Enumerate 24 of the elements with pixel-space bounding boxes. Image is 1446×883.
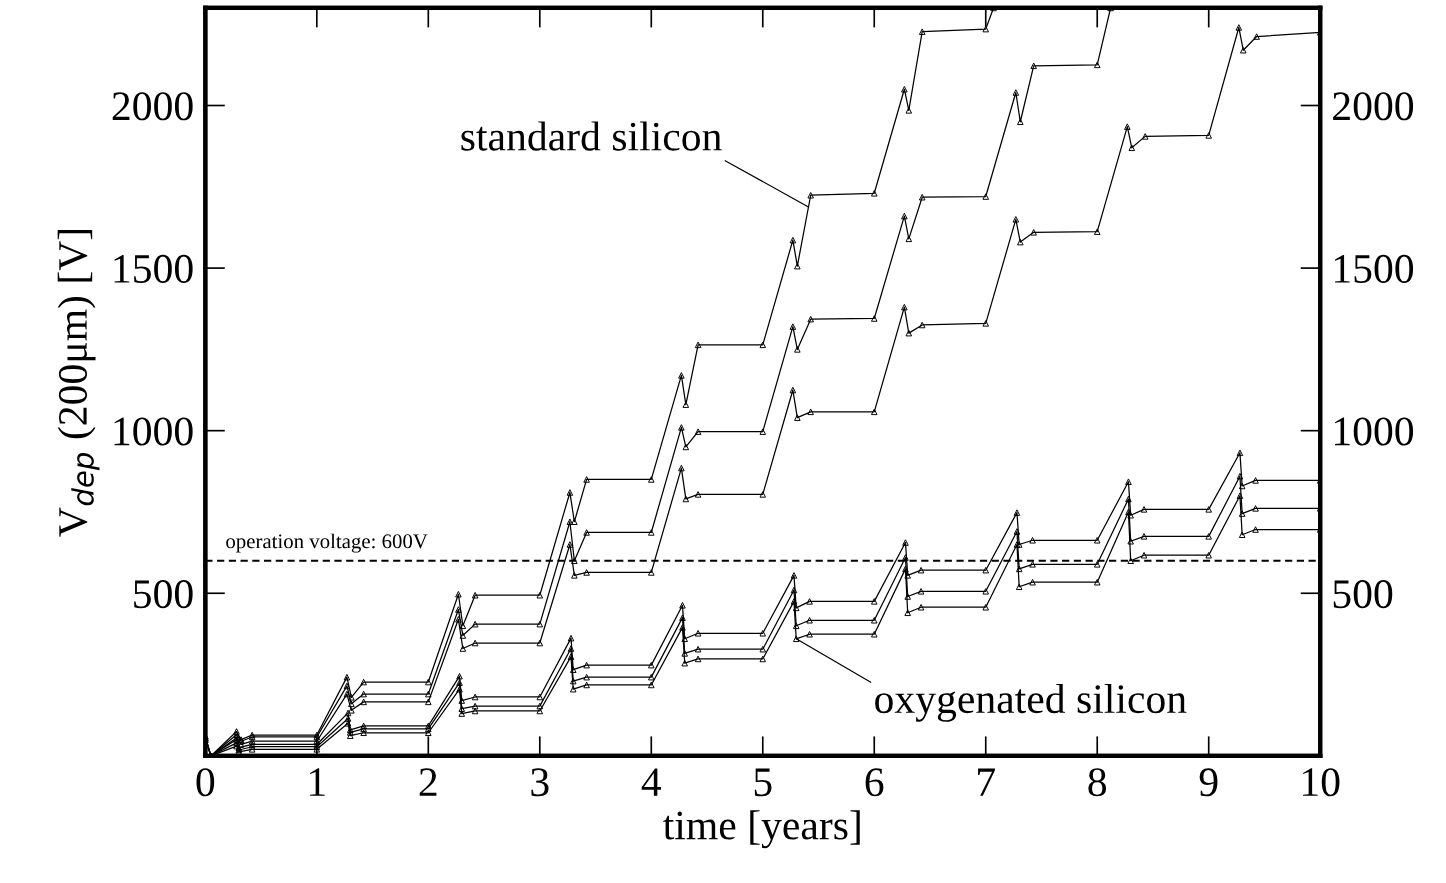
x-axis-title: time [years] [663, 810, 860, 849]
x-tick-label: 6 [865, 768, 884, 797]
x-tick-label: 1 [310, 768, 325, 796]
y2-tick-label: 500 [1333, 580, 1393, 609]
y-tick-label: 2000 [112, 92, 193, 121]
annotation: standard silicon [461, 121, 722, 151]
x-tick-label: 5 [754, 768, 772, 797]
x-tick-label: 0 [196, 768, 215, 797]
ref-line-label: operation voltage: 600V [226, 533, 428, 553]
y-tick-label: 500 [134, 580, 193, 609]
x-tick-label: 3 [531, 768, 549, 797]
x-tick-label: 10 [1303, 768, 1340, 797]
annotation: oxygenated silicon [875, 683, 1187, 722]
y-tick-label: 1500 [114, 254, 193, 283]
x-tick-label: 9 [1199, 768, 1218, 797]
y2-tick-label: 1500 [1334, 254, 1414, 283]
y-tick-label: 1000 [114, 417, 193, 446]
x-tick-label: 2 [419, 768, 437, 796]
y2-tick-label: 2000 [1333, 92, 1414, 121]
y2-tick-label: 1000 [1334, 417, 1414, 446]
x-tick-label: 7 [978, 768, 995, 796]
x-tick-label: 8 [1088, 768, 1107, 797]
x-tick-label: 4 [641, 768, 662, 796]
y-axis-title: V$_{dep}$ (200μm) [V] [57, 229, 100, 537]
